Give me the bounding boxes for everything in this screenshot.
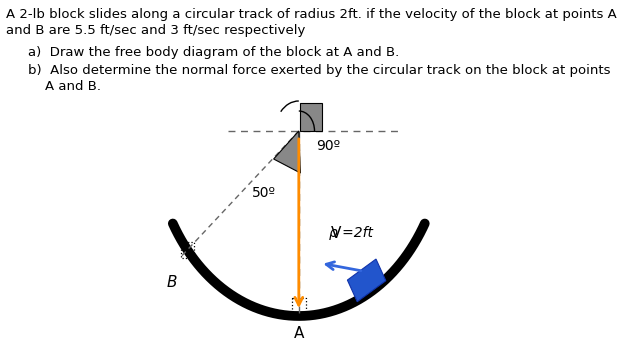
Text: and B are 5.5 ft/sec and 3 ft/sec respectively: and B are 5.5 ft/sec and 3 ft/sec respec…: [6, 24, 306, 37]
Text: a)  Draw the free body diagram of the block at A and B.: a) Draw the free body diagram of the blo…: [27, 46, 399, 59]
Text: B: B: [167, 275, 177, 290]
Bar: [348, 259, 386, 302]
Text: ρ =2ft: ρ =2ft: [329, 226, 373, 240]
Bar: [300, 103, 321, 131]
Text: A: A: [294, 326, 304, 341]
Text: A and B.: A and B.: [45, 80, 101, 93]
Text: 90º: 90º: [316, 139, 340, 153]
Text: b)  Also determine the normal force exerted by the circular track on the block a: b) Also determine the normal force exert…: [27, 64, 610, 77]
Text: A 2-lb block slides along a circular track of radius 2ft. if the velocity of the: A 2-lb block slides along a circular tra…: [6, 8, 617, 21]
Text: 50º: 50º: [251, 186, 276, 200]
Polygon shape: [274, 131, 300, 173]
Text: V: V: [331, 226, 341, 241]
